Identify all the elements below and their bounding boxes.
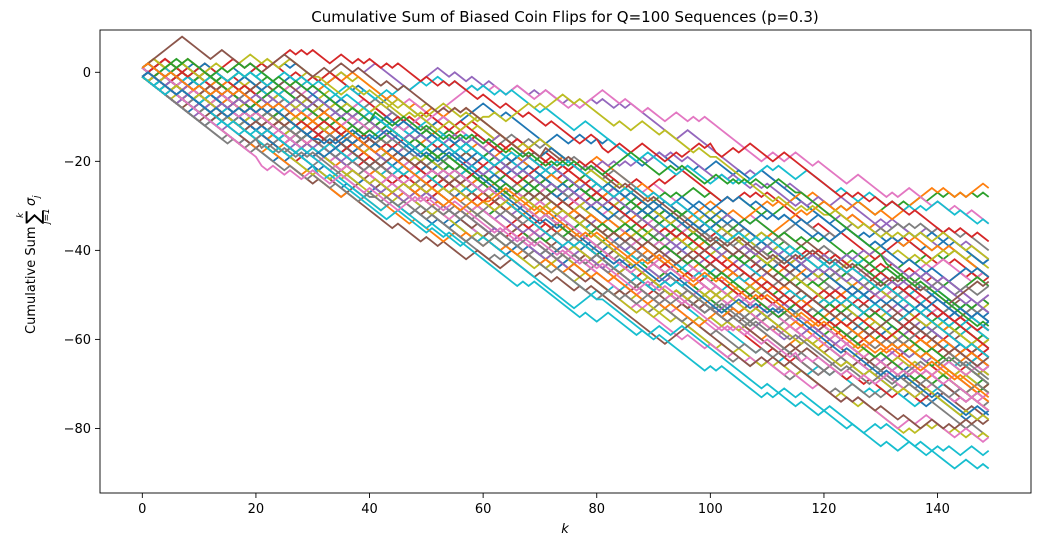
sequence-line [141, 53, 990, 260]
sequence-line [141, 67, 990, 403]
x-tick-label: 0 [138, 502, 146, 517]
sequence-line [141, 62, 990, 398]
sequence-line [141, 76, 990, 457]
sequence-line [141, 66, 990, 412]
x-tick-label: 60 [475, 502, 492, 517]
y-axis-sum-lower: j=1 [42, 208, 52, 226]
plot-frame [99, 29, 1032, 494]
y-axis-sum-subscript: j [32, 195, 42, 200]
y-axis-label: Cumulative Sum ∑ k j=1 σ j [16, 195, 52, 334]
y-axis-sum-symbol: ∑ [21, 210, 45, 224]
x-axis: 0 20 40 60 80 100 120 140 [138, 493, 950, 517]
y-axis: 0 −20 −40 −60 −80 [64, 66, 100, 437]
y-tick-label: −60 [64, 333, 91, 348]
sequence-line [141, 76, 990, 332]
x-tick-label: 120 [812, 502, 837, 517]
series-layer [141, 35, 990, 470]
y-tick-label: 0 [83, 66, 91, 81]
y-axis-label-text: Cumulative Sum [24, 227, 39, 335]
sequence-line [141, 57, 990, 328]
x-tick-label: 20 [248, 502, 265, 517]
y-tick-label: −80 [64, 422, 91, 437]
y-axis-sum-upper: k [16, 212, 26, 218]
sequence-line [141, 71, 990, 470]
x-tick-label: 100 [698, 502, 723, 517]
y-axis-sum-term: σ [24, 197, 39, 206]
sequence-line [141, 35, 990, 305]
x-tick-label: 140 [925, 502, 950, 517]
x-axis-label: k [561, 522, 569, 537]
y-tick-label: −40 [64, 244, 91, 259]
x-tick-label: 80 [588, 502, 605, 517]
chart-title: Cumulative Sum of Biased Coin Flips for … [311, 8, 819, 26]
sequence-line [141, 67, 990, 399]
x-tick-label: 40 [361, 502, 378, 517]
sequence-line [141, 67, 990, 386]
y-tick-label: −20 [64, 155, 91, 170]
sequence-line [141, 62, 990, 399]
